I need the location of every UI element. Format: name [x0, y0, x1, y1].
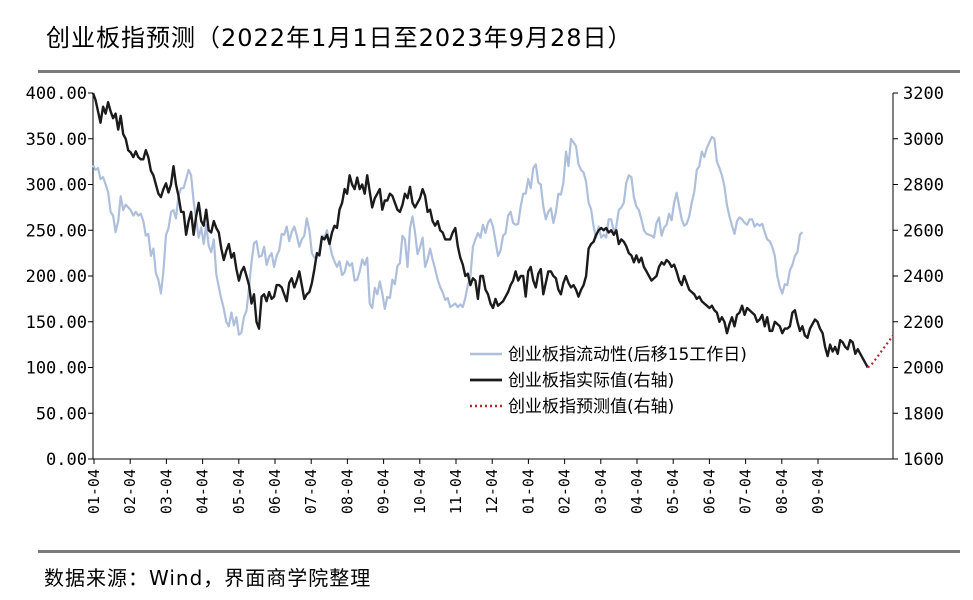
series-line-3: [867, 334, 894, 369]
top-rule: [38, 70, 960, 73]
y-right-tick-label: 3200: [903, 84, 944, 104]
x-tick-label: 03-04: [592, 469, 610, 514]
y-right-tick-label: 2600: [903, 221, 944, 241]
y-right-tick-label: 2000: [903, 359, 944, 379]
series-layer: [91, 92, 894, 369]
series-line-1: [92, 135, 804, 336]
x-tick-label: 01-04: [519, 469, 537, 514]
y-right-tick-label: 2800: [903, 176, 944, 196]
y-right-tick-label: 3000: [903, 130, 944, 150]
legend: 创业板指流动性(后移15工作日) 创业板指实际值(右轴) 创业板指预测值(右轴): [470, 345, 747, 417]
y-right-tick-label: 1800: [903, 404, 944, 424]
x-tick-label: 05-04: [664, 469, 682, 514]
y-right-tick-label: 1600: [903, 450, 944, 470]
chart-title: 创业板指预测（2022年1月1日至2023年9月28日）: [46, 24, 633, 52]
x-tick-label: 03-04: [157, 469, 175, 514]
x-tick-label: 08-04: [338, 469, 356, 514]
x-tick-label: 07-04: [302, 469, 320, 514]
x-tick-label: 11-04: [447, 469, 465, 514]
x-tick-label: 01-04: [85, 469, 103, 514]
y-left-tick-label: 0.00: [46, 450, 87, 470]
x-tick-label: 12-04: [483, 469, 501, 514]
source-note: 数据来源：Wind，界面商学院整理: [44, 566, 372, 590]
legend-label-1: 创业板指流动性(后移15工作日): [508, 345, 747, 365]
y-left-tick-label: 150.00: [26, 313, 87, 333]
x-tick-label: 07-04: [737, 469, 755, 514]
y-right-tick-label: 2400: [903, 267, 944, 287]
x-tick-label: 05-04: [230, 469, 248, 514]
y-left-tick-label: 50.00: [36, 404, 87, 424]
axes: 400.00 350.00 300.00 250.00 200.00 150.00 100.…: [26, 84, 944, 514]
y-left-tick-label: 200.00: [26, 267, 87, 287]
x-tick-label: 09-04: [375, 469, 393, 514]
x-tick-label: 08-04: [773, 469, 791, 514]
legend-label-3: 创业板指预测值(右轴): [508, 397, 674, 417]
x-tick-label: 10-04: [411, 469, 429, 514]
y-left-tick-label: 250.00: [26, 221, 87, 241]
y-left-tick-label: 100.00: [26, 359, 87, 379]
y-left-tick-label: 350.00: [26, 130, 87, 150]
x-tick-label: 06-04: [266, 469, 284, 514]
x-tick-label: 04-04: [194, 469, 212, 514]
series-line-2: [91, 92, 869, 369]
bottom-rule: [38, 550, 960, 553]
x-tick-label: 04-04: [628, 469, 646, 514]
x-tick-label: 02-04: [121, 469, 139, 514]
legend-label-2: 创业板指实际值(右轴): [508, 371, 674, 391]
x-tick-label: 02-04: [556, 469, 574, 514]
x-tick-label: 06-04: [700, 469, 718, 514]
y-left-tick-label: 400.00: [26, 84, 87, 104]
y-right-tick-label: 2200: [903, 313, 944, 333]
x-tick-label: 09-04: [809, 469, 827, 514]
y-left-tick-label: 300.00: [26, 176, 87, 196]
